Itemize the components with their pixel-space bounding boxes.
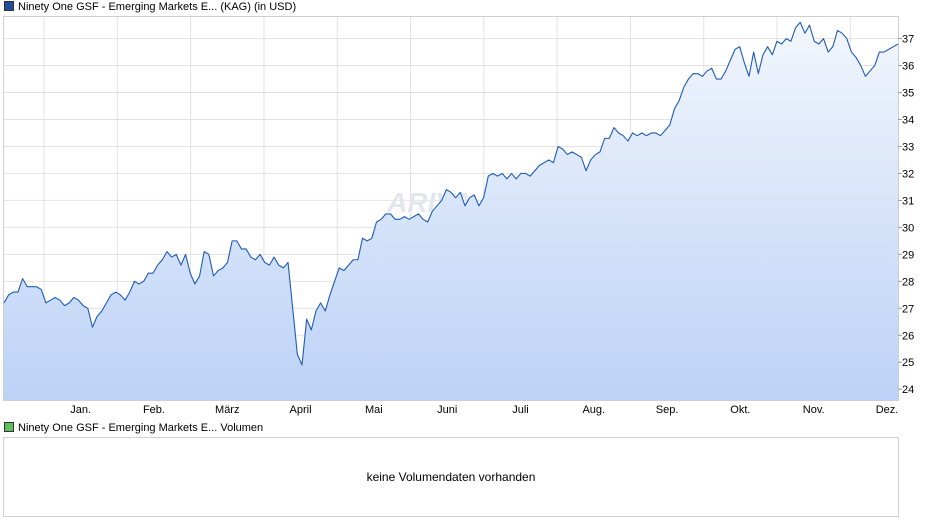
x-tick-label: Juli <box>512 404 529 416</box>
price-legend: Ninety One GSF - Emerging Markets E... (… <box>4 1 296 13</box>
x-tick-label: April <box>290 404 312 416</box>
x-tick-label: Feb. <box>143 404 165 416</box>
y-tick-label: 26 <box>902 330 914 342</box>
y-tick-label: 29 <box>902 249 914 261</box>
x-axis: Jan. Feb. März April Mai Juni Juli Aug. Sep. Okt.… <box>70 404 898 416</box>
volume-legend: Ninety One GSF - Emerging Markets E... V… <box>4 422 263 434</box>
y-axis: 24 25 26 27 28 29 30 31 32 33 34 35 36 37 <box>898 34 914 396</box>
x-tick-label: Sep. <box>656 404 679 416</box>
price-line <box>3 21 899 366</box>
y-tick-label: 31 <box>902 195 914 207</box>
price-area <box>4 22 898 400</box>
volume-legend-label: Ninety One GSF - Emerging Markets E... V… <box>18 422 264 434</box>
y-tick-label: 30 <box>902 222 914 234</box>
y-tick-label: 25 <box>902 357 914 369</box>
x-tick-label: Dez. <box>876 404 899 416</box>
y-tick-label: 33 <box>902 141 914 153</box>
y-tick-label: 24 <box>902 384 914 396</box>
volume-legend-swatch <box>4 422 14 432</box>
x-tick-label: Mai <box>365 404 383 416</box>
y-tick-label: 34 <box>902 114 914 126</box>
x-tick-label: Juni <box>437 404 457 416</box>
y-tick-label: 36 <box>902 61 914 73</box>
x-tick-label: März <box>215 404 239 416</box>
price-legend-label: Ninety One GSF - Emerging Markets E... (… <box>18 1 297 13</box>
y-tick-label: 27 <box>902 303 914 315</box>
x-tick-label: Aug. <box>582 404 605 416</box>
x-tick-label: Jan. <box>70 404 91 416</box>
y-tick-label: 35 <box>902 88 914 100</box>
y-tick-label: 28 <box>902 276 914 288</box>
x-tick-label: Nov. <box>803 404 825 416</box>
y-tick-label: 37 <box>902 34 914 46</box>
price-legend-swatch <box>4 1 14 11</box>
volume-empty-message: keine Volumendaten vorhanden <box>366 470 536 484</box>
x-tick-label: Okt. <box>730 404 750 416</box>
y-tick-label: 32 <box>902 168 914 180</box>
volume-panel: keine Volumendaten vorhanden <box>3 437 899 517</box>
